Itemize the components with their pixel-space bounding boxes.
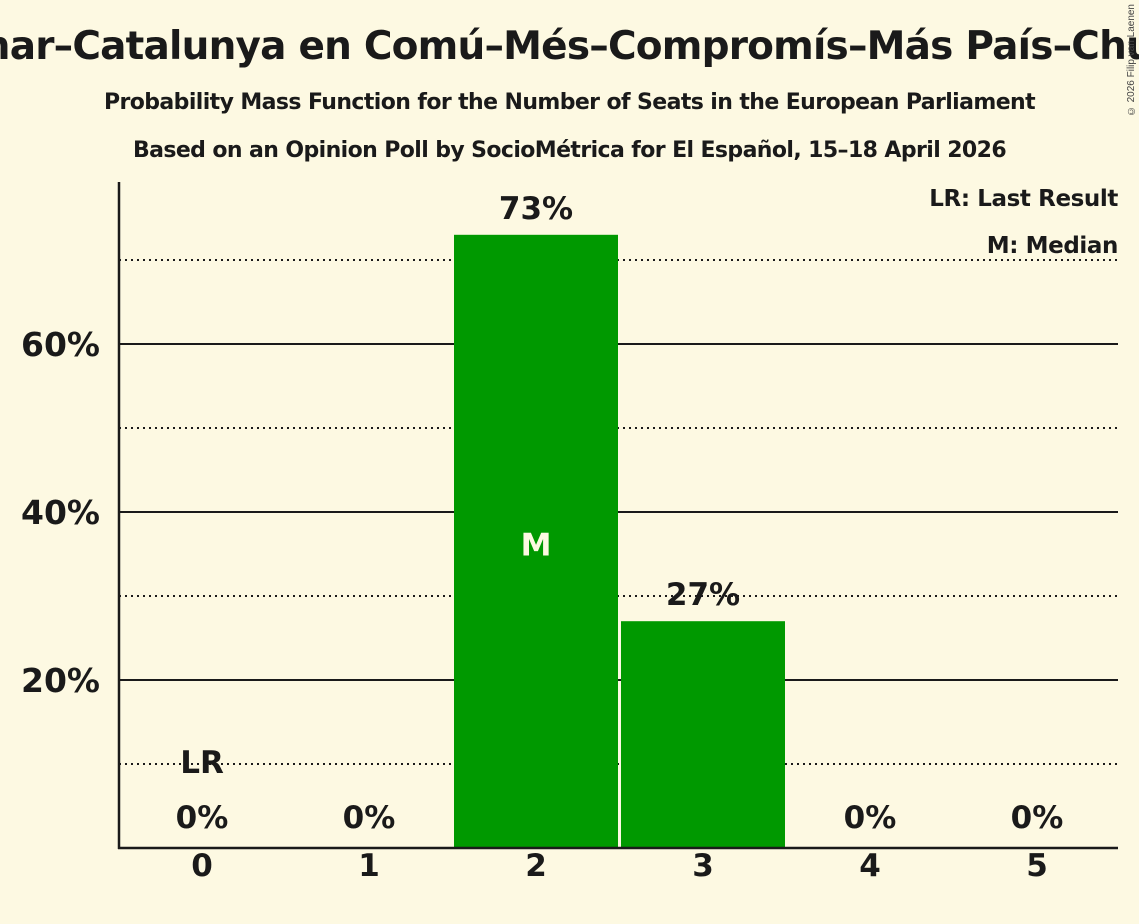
median-marker: M <box>521 527 552 563</box>
chart-title: Sumar–Catalunya en Comú–Més–Compromís–Má… <box>0 24 1139 69</box>
value-label: 0% <box>844 800 897 836</box>
y-tick-label: 60% <box>21 325 100 364</box>
value-label: 73% <box>499 191 573 227</box>
legend-median: M: Median <box>986 233 1119 259</box>
bar-seat-3 <box>621 621 785 848</box>
x-tick-label: 2 <box>525 848 547 884</box>
x-tick-label: 4 <box>859 848 881 884</box>
y-tick-label: 40% <box>21 493 100 532</box>
x-tick-label: 5 <box>1026 848 1048 884</box>
value-label: 27% <box>666 577 740 613</box>
value-label: 0% <box>1011 800 1064 836</box>
last-result-marker: LR <box>180 745 224 781</box>
value-label: 0% <box>176 800 229 836</box>
bar-seat-2 <box>454 234 618 849</box>
x-tick-label: 0 <box>191 848 213 884</box>
value-label: 0% <box>343 800 396 836</box>
y-tick-label: 20% <box>21 661 100 700</box>
chart-subtitle: Probability Mass Function for the Number… <box>104 90 1036 115</box>
x-tick-label: 3 <box>692 848 714 884</box>
chart-source: Based on an Opinion Poll by SocioMétrica… <box>132 138 1007 163</box>
x-tick-label: 1 <box>358 848 380 884</box>
legend-last-result: LR: Last Result <box>929 186 1118 212</box>
